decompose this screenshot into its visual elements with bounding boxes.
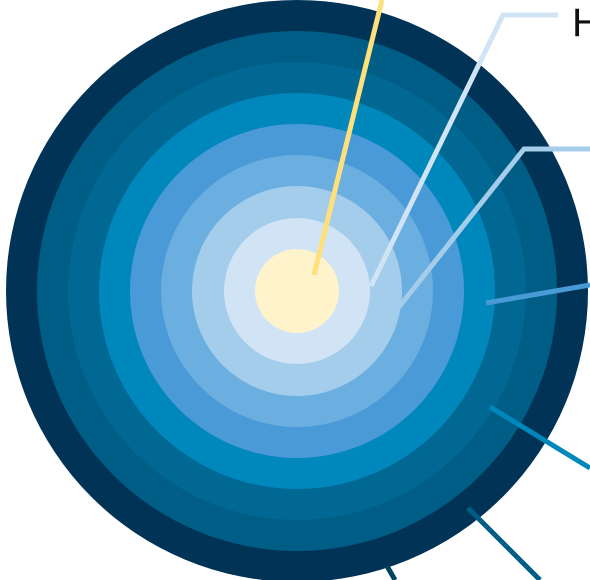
callout-line-5 — [488, 404, 590, 471]
callouts-group: H — [311, 0, 590, 580]
callout-label-2: H — [572, 1, 590, 45]
rings-group — [6, 0, 588, 580]
ring-10 — [255, 249, 339, 333]
callout-line-4 — [485, 282, 590, 306]
callout-line-3 — [397, 146, 590, 309]
callout-line-7 — [384, 564, 398, 580]
callout-line-2 — [368, 12, 558, 288]
callout-line-1 — [311, 0, 385, 276]
callout-line-6 — [466, 506, 542, 580]
